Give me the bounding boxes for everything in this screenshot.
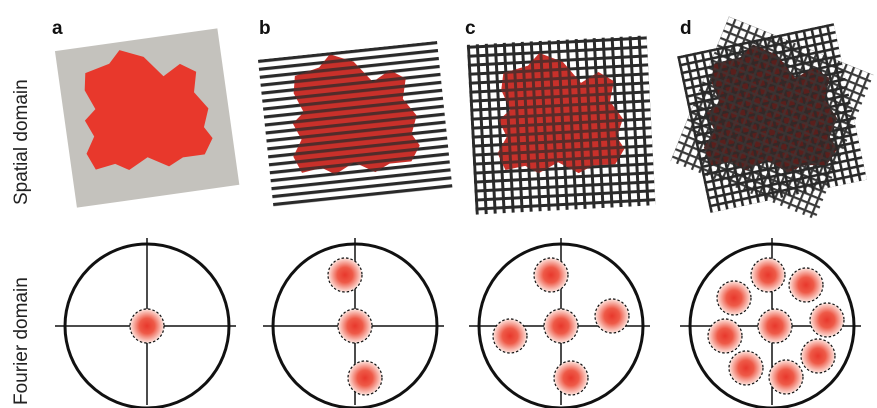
spatial-panel-b	[257, 40, 453, 209]
fourier-spot	[750, 257, 786, 293]
fourier-spot	[707, 318, 743, 354]
fourier-spot	[129, 308, 165, 344]
fourier-spot	[757, 308, 793, 344]
spatial-panel-a	[54, 28, 240, 208]
spatial-panel-d	[670, 16, 874, 220]
fourier-spot	[347, 360, 383, 396]
fourier-spot	[594, 298, 630, 334]
fourier-panel-a	[55, 238, 236, 408]
fourier-spot	[728, 350, 764, 386]
row-label-spatial: Spatial domain	[11, 79, 32, 205]
panel-letter-b: b	[259, 18, 271, 39]
fourier-spot	[809, 302, 845, 338]
panel-letter-d: d	[680, 18, 692, 39]
fourier-panel-b	[263, 238, 444, 408]
fourier-spot	[327, 257, 363, 293]
fourier-spot	[553, 360, 589, 396]
fourier-spot	[800, 338, 836, 374]
panel-letter-a: a	[52, 18, 63, 39]
fourier-spot	[788, 267, 824, 303]
fourier-spot	[492, 318, 528, 354]
fourier-spot	[533, 257, 569, 293]
fourier-spot	[768, 359, 804, 395]
panel-letter-c: c	[465, 18, 476, 39]
row-label-fourier: Fourier domain	[11, 277, 32, 405]
fourier-panel-c	[469, 238, 650, 408]
fourier-spot	[716, 280, 752, 316]
spatial-panel-c	[466, 35, 656, 215]
fourier-spot	[337, 308, 373, 344]
fourier-spot	[543, 308, 579, 344]
fourier-panel-d	[680, 238, 861, 408]
